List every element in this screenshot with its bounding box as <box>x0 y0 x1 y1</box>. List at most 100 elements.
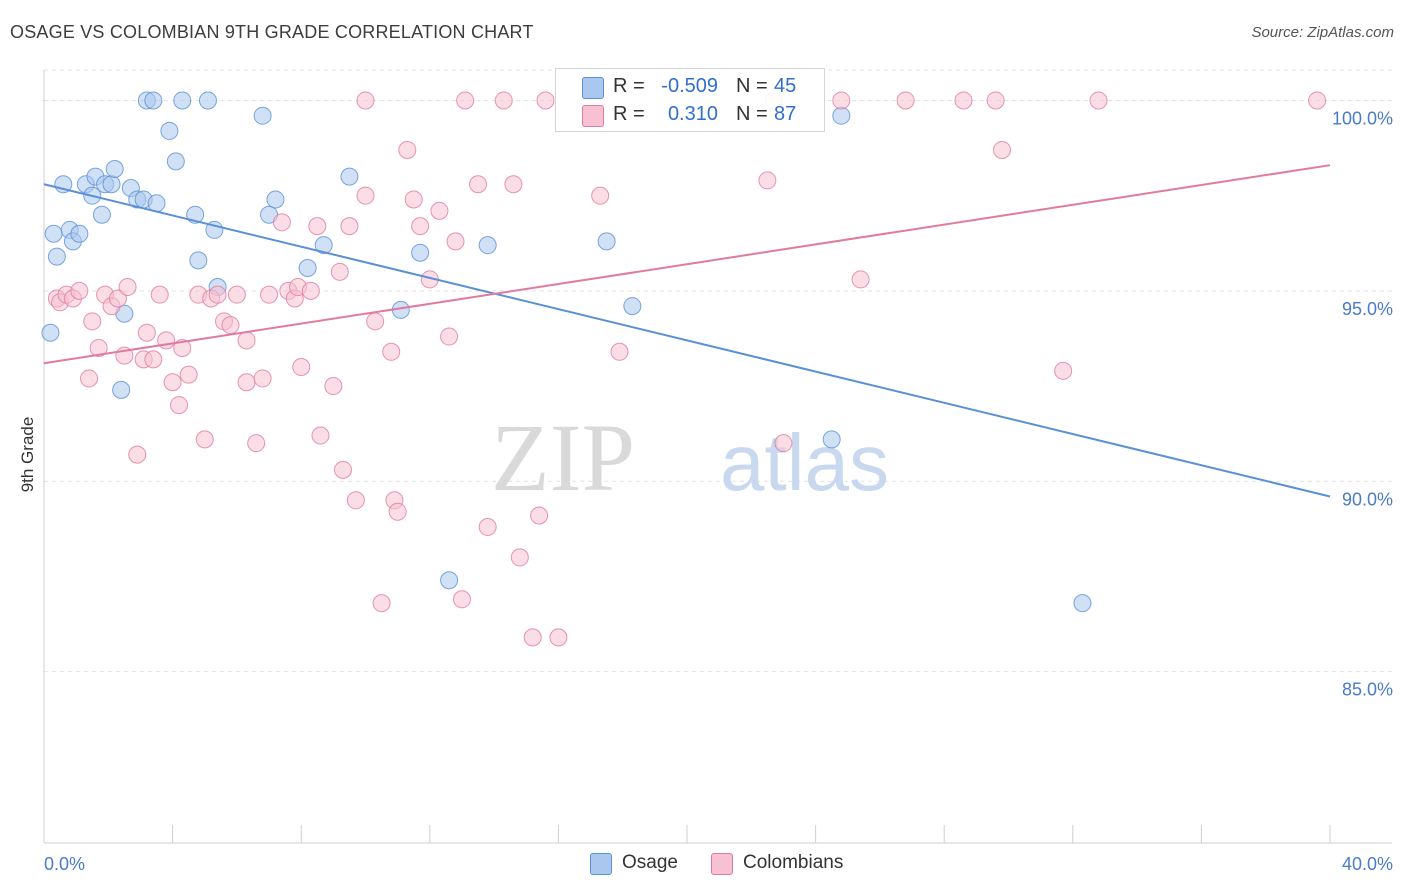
colombians-point <box>456 91 475 110</box>
colombians-point <box>247 434 266 453</box>
colombians-point <box>301 281 320 300</box>
colombians-point <box>330 262 349 281</box>
colombians-point <box>253 369 272 388</box>
osage-point <box>102 175 121 194</box>
osage-point <box>41 323 60 342</box>
colombians-point <box>504 175 523 194</box>
colombians-point <box>986 91 1005 110</box>
colombians-point <box>469 175 488 194</box>
colombians-point <box>430 201 449 220</box>
colombians-point <box>260 285 279 304</box>
osage-point <box>298 259 317 278</box>
osage-point <box>144 91 163 110</box>
osage-point <box>189 251 208 270</box>
colombians-point <box>311 426 330 445</box>
colombians-point <box>536 91 555 110</box>
r-value: -0.509 <box>661 75 718 97</box>
osage-point <box>253 106 272 125</box>
colombians-point <box>208 285 227 304</box>
colombians-point <box>404 190 423 209</box>
colombians-point <box>549 628 568 647</box>
y-tick-label: 95.0% <box>1342 299 1393 319</box>
n-label: N = <box>736 75 768 97</box>
colombians-point <box>446 232 465 251</box>
osage-point <box>160 121 179 140</box>
colombians-point <box>478 517 497 536</box>
colombians-point <box>832 91 851 110</box>
legend-row-colombians: R = 0.310 N = 87 <box>556 101 824 129</box>
n-value: 87 <box>774 103 797 125</box>
colombians-point <box>758 171 777 190</box>
osage-point <box>411 243 430 262</box>
colombians-point <box>340 217 359 236</box>
watermark-atlas: atlas <box>720 418 889 507</box>
legend-row-osage: R = -0.509 N = 45 <box>556 73 824 101</box>
legend-swatch-osage <box>590 853 612 875</box>
osage-point <box>92 205 111 224</box>
colombians-point <box>356 91 375 110</box>
colombians-point <box>173 338 192 357</box>
osage-point <box>44 224 63 243</box>
osage-point <box>478 236 497 255</box>
r-value: 0.310 <box>667 103 718 125</box>
grid-lines <box>44 69 1392 673</box>
colombians-point <box>452 590 471 609</box>
x-tick-label: 0.0% <box>44 854 85 874</box>
r-label: R = <box>613 103 645 125</box>
colombians-point <box>83 312 102 331</box>
colombians-point <box>118 278 137 297</box>
legend-swatch-osage <box>582 77 604 99</box>
colombians-point <box>356 186 375 205</box>
colombians-point <box>1054 361 1073 380</box>
osage-point <box>112 380 131 399</box>
colombians-point <box>150 285 169 304</box>
chart-title: OSAGE VS COLOMBIAN 9TH GRADE CORRELATION… <box>10 22 534 42</box>
colombians-point <box>237 373 256 392</box>
osage-point <box>198 91 217 110</box>
osage-point <box>173 91 192 110</box>
colombians-point <box>494 91 513 110</box>
colombians-point <box>128 445 147 464</box>
stats-legend: R = -0.509 N = 45 R = 0.310 N = 87 <box>555 68 825 132</box>
colombians-point <box>179 365 198 384</box>
colombians-point <box>411 217 430 236</box>
colombians-point <box>292 358 311 377</box>
colombians-point <box>774 434 793 453</box>
legend-swatch-colombians <box>711 853 733 875</box>
colombians-point <box>440 327 459 346</box>
colombians-point <box>308 217 327 236</box>
colombians-point <box>89 338 108 357</box>
colombians-point <box>272 213 291 232</box>
colombians-point <box>1308 91 1327 110</box>
colombians-point <box>372 594 391 613</box>
osage-point <box>623 297 642 316</box>
osage-point <box>266 190 285 209</box>
colombians-point <box>80 369 99 388</box>
axis-labels: 85.0% 90.0% 95.0% 100.0% 0.0% 40.0% 9th Grade <box>18 108 1393 874</box>
colombians-point <box>227 285 246 304</box>
colombians-point <box>591 186 610 205</box>
scatter-points <box>41 91 1327 647</box>
colombians-point <box>398 140 417 159</box>
osage-point <box>597 232 616 251</box>
x-tick-label: 40.0% <box>1342 854 1393 874</box>
r-label: R = <box>613 75 645 97</box>
osage-point <box>166 152 185 171</box>
trend-lines <box>43 164 1331 498</box>
legend-label-osage: Osage <box>622 852 678 873</box>
osage-trend-line <box>43 183 1331 498</box>
colombians-point <box>530 506 549 525</box>
watermark-zip: ZIP <box>491 404 635 511</box>
colombians-point <box>388 502 407 521</box>
legend-swatch-colombians <box>582 105 604 127</box>
n-label: N = <box>736 103 768 125</box>
y-tick-label: 90.0% <box>1342 489 1393 509</box>
colombians-point <box>896 91 915 110</box>
colombians-point <box>382 342 401 361</box>
osage-point <box>832 106 851 125</box>
osage-point <box>70 224 89 243</box>
colombians-point <box>170 396 189 415</box>
colombians-point <box>237 331 256 350</box>
colombians-point <box>163 373 182 392</box>
